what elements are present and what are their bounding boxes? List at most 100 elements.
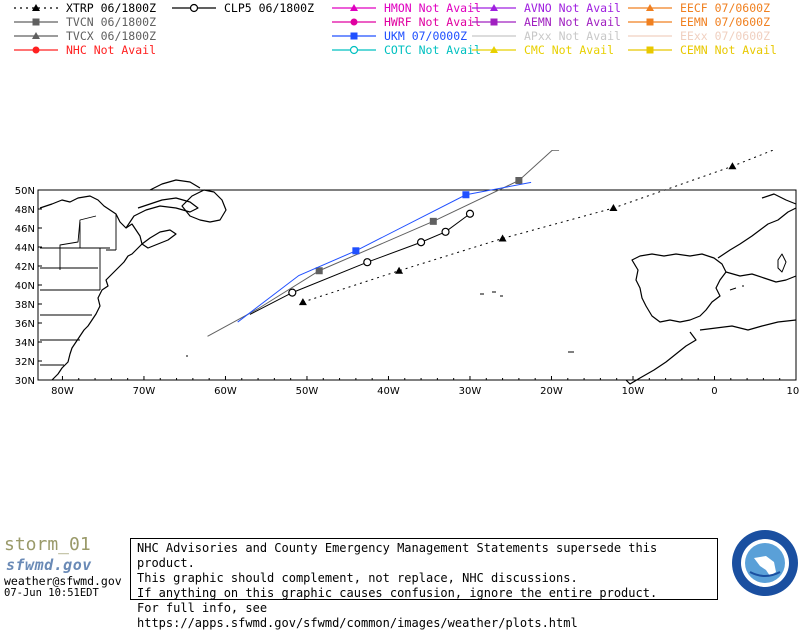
newfoundland	[181, 189, 227, 223]
track-marker-icon	[395, 266, 404, 274]
axis-ticks	[38, 189, 797, 381]
legend-marker-icon	[32, 32, 40, 39]
lon-label: 50W	[296, 386, 319, 397]
lat-label: 50N	[15, 186, 35, 197]
map-canvas: 50N 48N 46N 44N 42N 40N 38N 36N 34N 32N 30N 80W 70W…	[15, 89, 800, 397]
legend-swatch	[332, 18, 376, 26]
legend-marker-icon	[490, 46, 498, 53]
legend-swatch	[14, 32, 58, 39]
nova-scotia	[141, 229, 177, 249]
legend-item: EEMN 07/0600Z	[626, 15, 776, 29]
track-marker-icon	[416, 238, 426, 247]
legend-item: AEMN Not Avail	[470, 15, 621, 29]
labrador	[149, 179, 201, 191]
track-map: 50N 48N 46N 44N 42N 40N 38N 36N 34N 32N 30N 80W 70W…	[0, 89, 800, 410]
legend-item: TVCX 06/1800Z	[12, 29, 162, 43]
map-frame	[37, 189, 797, 381]
med-coast	[725, 271, 797, 283]
legend-marker-icon	[646, 4, 654, 11]
track-line	[249, 213, 471, 315]
uk-coast	[761, 193, 797, 205]
legend-label: COTC Not Avail	[384, 43, 481, 57]
legend-marker-icon	[490, 4, 498, 11]
legend-swatch	[472, 4, 516, 11]
disclaimer-line-4: For full info, see https://apps.sfwmd.go…	[137, 601, 578, 630]
legend-label: TVCN 06/1800Z	[66, 15, 157, 29]
gulf-st-lawrence	[125, 197, 199, 229]
lat-label: 46N	[15, 224, 35, 235]
iberia-coast	[631, 253, 727, 323]
legend-swatch	[172, 3, 216, 13]
lat-label: 32N	[15, 357, 35, 368]
legend-item: AVNO Not Avail	[470, 1, 621, 15]
legend-marker-icon	[189, 3, 199, 13]
disclaimer-line-1: NHC Advisories and County Emergency Mana…	[137, 541, 658, 570]
legend-marker-icon	[350, 18, 358, 26]
longitude-labels: 80W 70W 60W 50W 40W 30W 20W 10W 0 10E	[51, 386, 800, 397]
legend-swatch	[628, 46, 672, 54]
track-marker-icon	[315, 267, 323, 275]
track-ukm	[237, 181, 532, 323]
lat-label: 38N	[15, 300, 35, 311]
legend-swatch	[332, 32, 376, 40]
legend-swatch	[14, 18, 58, 26]
lon-label: 40W	[377, 386, 400, 397]
track-marker-icon	[462, 191, 470, 199]
lat-label: 34N	[15, 338, 35, 349]
legend-label: EExx 07/0600Z	[680, 29, 771, 43]
lat-label: 44N	[15, 243, 35, 254]
legend-marker-icon	[350, 4, 358, 11]
legend-swatch	[472, 35, 516, 37]
legend-label: EECF 07/0600Z	[680, 1, 771, 15]
track-marker-icon	[498, 234, 507, 242]
lon-label: 60W	[214, 386, 237, 397]
track-line	[207, 89, 625, 337]
balearics	[729, 285, 744, 291]
legend-item: COTC Not Avail	[330, 43, 481, 57]
disclaimer-line-3: If anything on this graphic causes confu…	[137, 586, 658, 600]
legend-label: CLP5 06/1800Z	[224, 1, 315, 15]
latitude-labels: 50N 48N 46N 44N 42N 40N 38N 36N 34N 32N 30N	[15, 186, 35, 387]
track-marker-icon	[352, 247, 360, 255]
legend-label: HWRF Not Avail	[384, 15, 481, 29]
legend-swatch	[332, 4, 376, 11]
legend-item: XTRP 06/1800Z	[12, 1, 162, 15]
legend-label: CEMN Not Avail	[680, 43, 777, 57]
lat-label: 36N	[15, 319, 35, 330]
coastlines	[39, 179, 797, 385]
azores	[480, 291, 503, 297]
legend-marker-icon	[349, 45, 359, 55]
sfwmd-seal-icon	[732, 530, 798, 596]
legend-item: NHC Not Avail	[12, 43, 162, 57]
legend-label: HMON Not Avail	[384, 1, 481, 15]
model-legend: XTRP 06/1800Z TVCN 06/1800Z TVCX 06/1800Z N…	[0, 0, 800, 60]
timestamp: 07-Jun 10:51EDT	[4, 587, 99, 599]
lon-label: 30W	[459, 386, 482, 397]
legend-swatch	[628, 35, 672, 37]
track-marker-icon	[515, 177, 523, 184]
legend-item: CLP5 06/1800Z	[170, 1, 320, 15]
legend-label: EEMN 07/0600Z	[680, 15, 771, 29]
legend-label: AVNO Not Avail	[524, 1, 621, 15]
legend-marker-icon	[490, 18, 498, 26]
legend-label: APxx Not Avail	[524, 29, 621, 43]
lon-label: 10E	[786, 386, 800, 397]
legend-label: XTRP 06/1800Z	[66, 1, 157, 15]
track-tvcn	[207, 89, 625, 337]
lon-label: 70W	[133, 386, 156, 397]
legend-item: EExx 07/0600Z	[626, 29, 776, 43]
track-marker-icon	[441, 227, 450, 236]
track-marker-icon	[288, 288, 297, 297]
legend-marker-icon	[32, 4, 40, 11]
legend-marker-icon	[32, 18, 40, 26]
track-marker-icon	[465, 209, 475, 218]
model-tracks	[207, 89, 800, 337]
track-marker-icon	[609, 204, 618, 212]
storm-name: storm_01	[4, 534, 91, 555]
legend-item: CEMN Not Avail	[626, 43, 777, 57]
track-marker-icon	[552, 143, 560, 151]
lon-label: 0	[711, 386, 717, 397]
legend-swatch	[14, 46, 58, 54]
disclaimer-line-2: This graphic should complement, not repl…	[137, 571, 578, 585]
legend-swatch	[472, 46, 516, 53]
